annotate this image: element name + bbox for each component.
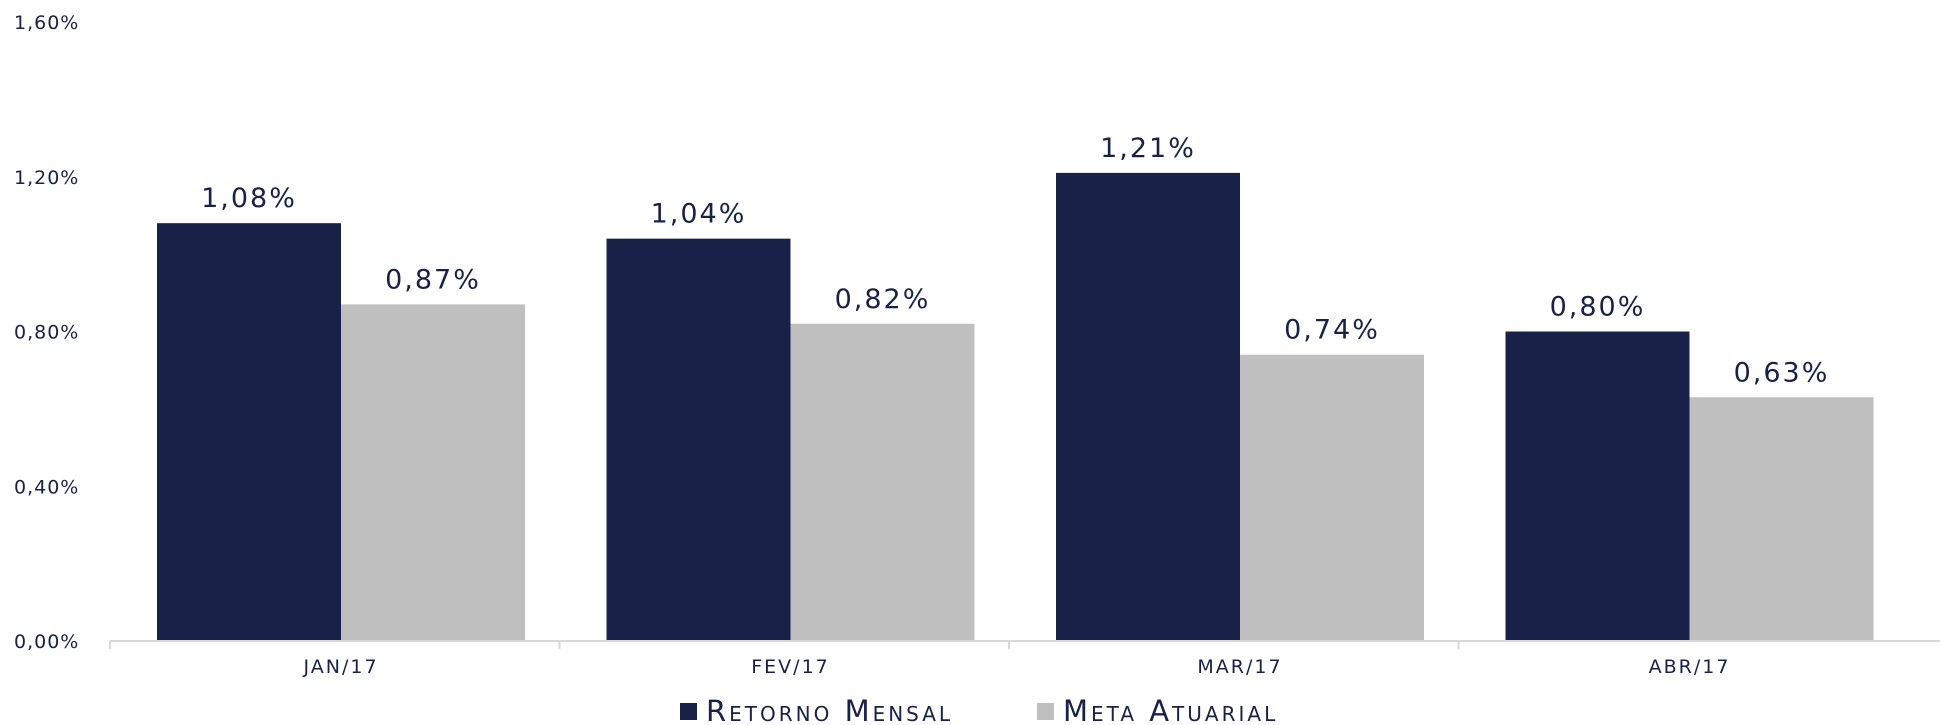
data-label: 0,82% (835, 284, 931, 315)
data-label: 0,63% (1734, 357, 1830, 388)
x-tick-label: ABR/17 (1649, 656, 1731, 678)
data-label: 1,04% (651, 199, 747, 230)
legend-swatch (1037, 703, 1054, 720)
x-tick-label: JAN/17 (302, 656, 378, 678)
data-label: 0,80% (1550, 292, 1646, 323)
legend-label: Meta Atuarial (1063, 694, 1278, 725)
bar-meta-atuarial (1240, 354, 1424, 641)
bar-meta-atuarial (1689, 397, 1874, 641)
data-label: 1,21% (1100, 133, 1196, 164)
bar-retorno-mensal (606, 238, 791, 641)
bar-retorno-mensal (1056, 172, 1240, 641)
bar-retorno-mensal (157, 223, 341, 642)
x-tick-label: FEV/17 (751, 656, 830, 678)
data-label: 1,08% (201, 183, 297, 214)
y-tick-label: 1,20% (14, 167, 79, 189)
y-tick-label: 0,80% (14, 322, 79, 344)
y-tick-label: 0,00% (14, 631, 79, 653)
y-tick-label: 0,40% (14, 476, 79, 498)
legend: Retorno Mensal Meta Atuarial (680, 694, 1278, 725)
data-label: 0,74% (1284, 315, 1380, 346)
bar-retorno-mensal (1505, 331, 1690, 641)
legend-swatch (680, 703, 697, 720)
data-label: 0,87% (385, 264, 481, 295)
legend-label: Retorno Mensal (706, 694, 953, 725)
bar-meta-atuarial (341, 304, 525, 641)
y-axis: 0,00% 0,40% 0,80% 1,20% 1,60% (14, 12, 79, 653)
bars: 1,08% 1,04% 1,21% 0,80% 0,87% 0,82% 0,74% 0,63% (157, 133, 1874, 642)
y-tick-label: 1,60% (14, 12, 79, 34)
x-axis: JAN/17 FEV/17 MAR/17 ABR/17 (109, 640, 1940, 678)
x-tick-label: MAR/17 (1197, 656, 1282, 678)
bar-meta-atuarial (790, 323, 975, 641)
